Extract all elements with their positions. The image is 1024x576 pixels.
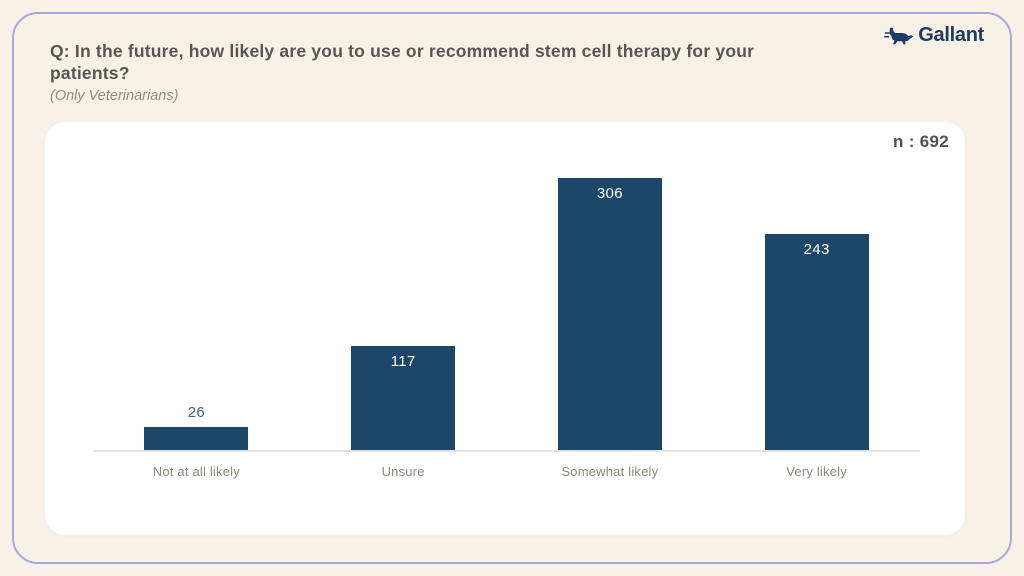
- bar: 117: [351, 346, 456, 450]
- bar-group: 117: [300, 122, 507, 450]
- question-subtitle: (Only Veterinarians): [50, 87, 179, 104]
- x-axis-label: Very likely: [786, 464, 847, 479]
- gallant-logo: Gallant: [884, 24, 984, 47]
- x-axis-labels: Not at all likely Unsure Somewhat likely Ve…: [93, 464, 920, 479]
- bar: 306: [557, 178, 662, 450]
- bar-chart: 26 117 306 243: [93, 122, 920, 452]
- sample-size-label: n : 692: [893, 132, 949, 151]
- logo-wordmark: Gallant: [918, 24, 984, 46]
- question-header: Q: In the future, how likely are you to …: [50, 40, 840, 104]
- x-axis-label: Not at all likely: [152, 464, 240, 479]
- bar: [144, 427, 249, 450]
- bar-value-label: 26: [187, 404, 206, 421]
- bar-group: 306: [507, 122, 714, 450]
- question-title: Q: In the future, how likely are you to …: [50, 41, 755, 84]
- bar-group: 26: [93, 122, 300, 450]
- running-dog-icon: [884, 26, 914, 46]
- bar-group: 243: [713, 122, 920, 450]
- x-axis-label: Unsure: [381, 464, 425, 479]
- bar-value-label: 117: [390, 353, 416, 370]
- x-axis-label: Somewhat likely: [561, 464, 659, 479]
- chart-card: n : 692 26 117 306 243 Not at all likely Uns…: [45, 122, 965, 535]
- bar-value-label: 243: [803, 241, 830, 258]
- bar: 243: [764, 234, 869, 450]
- bar-value-label: 306: [596, 185, 623, 202]
